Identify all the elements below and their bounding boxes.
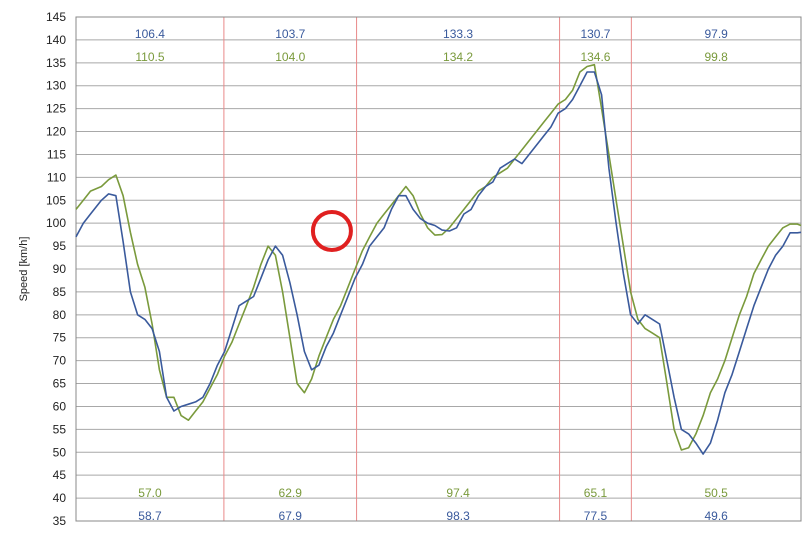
plot-frame bbox=[75, 16, 802, 522]
y-tick-label: 95 bbox=[53, 239, 67, 253]
y-tick-label: 125 bbox=[46, 102, 66, 116]
y-axis-tick-labels: 35 40 45 50 55 60 65 70 75 80 85 90 95 100 105 110 115 12… bbox=[46, 10, 66, 528]
y-tick-label: 60 bbox=[53, 399, 67, 413]
y-tick-label: 100 bbox=[46, 216, 66, 230]
y-tick-label: 145 bbox=[46, 10, 66, 24]
horizontal-gridlines bbox=[76, 16, 801, 522]
y-tick-label: 135 bbox=[46, 56, 66, 70]
annotation-layer bbox=[310, 209, 353, 252]
series-line-green bbox=[75, 63, 802, 451]
y-tick-label: 45 bbox=[53, 468, 67, 482]
segment-label-bottom-blue: 67.9 bbox=[279, 509, 303, 523]
segment-label-top-green: 104.0 bbox=[275, 50, 305, 64]
segment-label-top-blue: 130.7 bbox=[580, 27, 610, 41]
y-tick-label: 115 bbox=[47, 147, 66, 161]
segment-label-bottom-green: 97.4 bbox=[446, 486, 470, 500]
y-tick-label: 80 bbox=[53, 308, 67, 322]
segment-label-bottom-green: 62.9 bbox=[279, 486, 303, 500]
y-tick-label: 140 bbox=[46, 33, 66, 47]
y-tick-label: 40 bbox=[53, 491, 67, 505]
y-tick-label: 110 bbox=[47, 170, 66, 184]
y-tick-label: 70 bbox=[53, 354, 67, 368]
segment-label-top-blue: 106.4 bbox=[135, 27, 165, 41]
segment-boundary-lines bbox=[223, 17, 632, 521]
y-tick-label: 65 bbox=[53, 377, 67, 391]
y-tick-label: 55 bbox=[53, 422, 67, 436]
segment-label-bottom-green: 65.1 bbox=[584, 486, 608, 500]
segment-label-bottom-blue: 77.5 bbox=[584, 509, 608, 523]
segment-label-top-green: 134.6 bbox=[580, 50, 610, 64]
segment-label-bottom-blue: 98.3 bbox=[446, 509, 470, 523]
series-line-blue bbox=[75, 71, 802, 455]
segment-label-top-green: 134.2 bbox=[443, 50, 473, 64]
segment-value-labels: 106.4 110.5 57.0 58.7 103.7 104.0 62.9 67.9 133.… bbox=[135, 27, 728, 523]
segment-label-top-blue: 133.3 bbox=[443, 27, 473, 41]
y-tick-label: 105 bbox=[46, 193, 66, 207]
series-layer bbox=[75, 63, 802, 455]
y-tick-label: 35 bbox=[53, 514, 67, 528]
y-tick-label: 75 bbox=[53, 331, 67, 345]
y-tick-label: 130 bbox=[46, 79, 66, 93]
annotation-circle bbox=[310, 209, 353, 252]
segment-label-top-green: 99.8 bbox=[704, 50, 728, 64]
segment-label-top-blue: 103.7 bbox=[275, 27, 305, 41]
y-tick-label: 50 bbox=[53, 445, 67, 459]
y-tick-label: 90 bbox=[53, 262, 67, 276]
segment-label-bottom-green: 57.0 bbox=[138, 486, 162, 500]
y-tick-label: 120 bbox=[46, 125, 66, 139]
y-axis-title: Speed [km/h] bbox=[18, 237, 30, 302]
y-tick-label: 85 bbox=[53, 285, 67, 299]
segment-label-bottom-blue: 58.7 bbox=[138, 509, 162, 523]
segment-label-bottom-green: 50.5 bbox=[704, 486, 728, 500]
segment-label-top-green: 110.5 bbox=[135, 50, 164, 64]
segment-label-bottom-blue: 49.6 bbox=[704, 509, 728, 523]
segment-label-top-blue: 97.9 bbox=[704, 27, 728, 41]
